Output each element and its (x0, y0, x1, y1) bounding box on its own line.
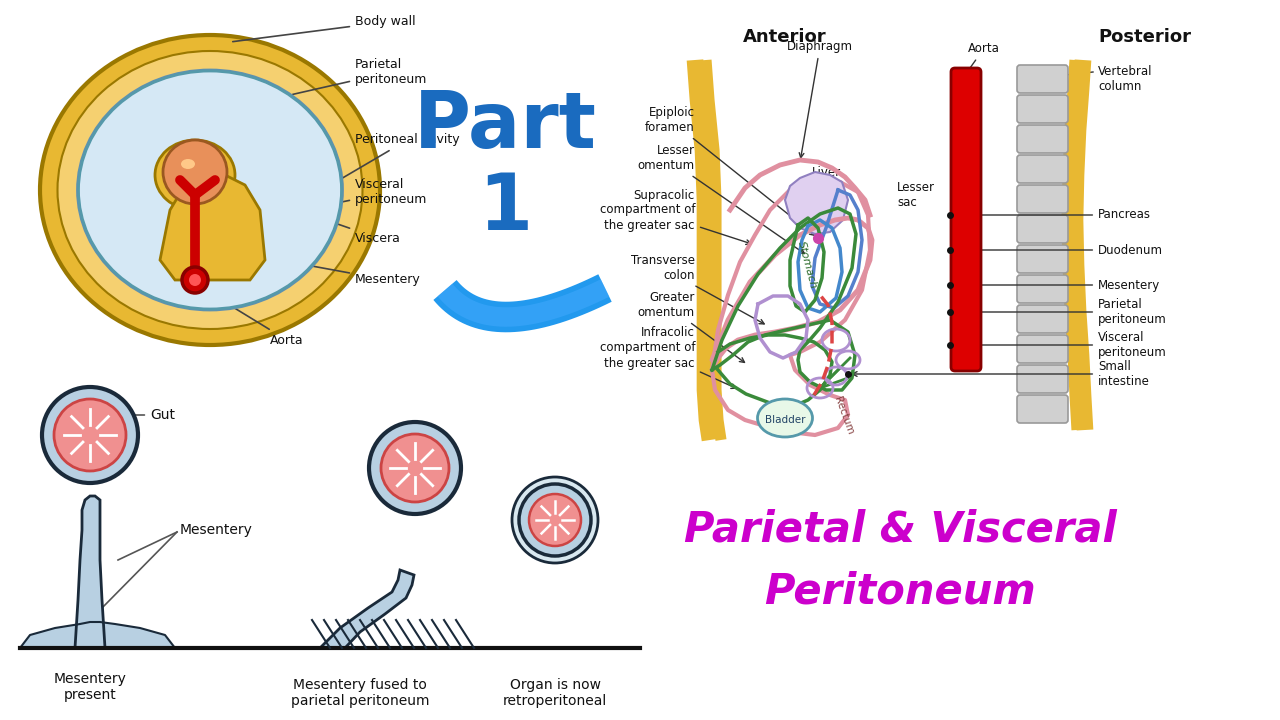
FancyBboxPatch shape (1018, 335, 1068, 363)
Text: Peritoneum: Peritoneum (764, 571, 1036, 613)
Text: Vertebral
column: Vertebral column (1098, 65, 1152, 93)
Polygon shape (160, 170, 265, 280)
Text: Duodenum: Duodenum (955, 243, 1164, 256)
Text: Mesentery fused to
parietal peritoneum: Mesentery fused to parietal peritoneum (291, 678, 429, 708)
Ellipse shape (78, 70, 343, 310)
Ellipse shape (180, 159, 195, 169)
FancyBboxPatch shape (1018, 155, 1068, 183)
Text: Infracolic
compartment of
the greater sac: Infracolic compartment of the greater sa… (599, 326, 736, 388)
Text: Supracolic
compartment of
the greater sac: Supracolic compartment of the greater sa… (599, 189, 751, 245)
Text: Gut: Gut (128, 408, 175, 422)
Circle shape (381, 434, 449, 502)
Text: 1: 1 (477, 170, 532, 246)
Text: Pancreas: Pancreas (955, 209, 1151, 222)
Text: Lesser
omentum: Lesser omentum (637, 144, 804, 253)
Text: Viscera: Viscera (228, 186, 401, 245)
Polygon shape (785, 172, 849, 234)
Text: Bladder: Bladder (764, 415, 805, 425)
Text: Parietal
peritoneum: Parietal peritoneum (293, 58, 428, 94)
Ellipse shape (58, 51, 362, 329)
FancyBboxPatch shape (1018, 245, 1068, 273)
Text: Lesser
sac: Lesser sac (897, 181, 934, 209)
Text: Epiploic
foramen: Epiploic foramen (645, 106, 814, 235)
Text: Body wall: Body wall (233, 16, 416, 42)
Ellipse shape (758, 399, 813, 437)
Circle shape (369, 422, 461, 514)
Text: Diaphragm: Diaphragm (787, 40, 852, 158)
Text: Anterior: Anterior (744, 28, 827, 46)
Text: Transverse
colon: Transverse colon (631, 254, 764, 324)
Circle shape (512, 477, 598, 563)
FancyBboxPatch shape (1018, 305, 1068, 333)
Circle shape (518, 484, 591, 556)
Text: Liver: Liver (812, 166, 841, 179)
FancyBboxPatch shape (1018, 65, 1068, 93)
FancyBboxPatch shape (675, 45, 1125, 445)
Text: Parietal
peritoneum: Parietal peritoneum (955, 298, 1167, 326)
Circle shape (54, 399, 125, 471)
Text: Organ is now
retroperitoneal: Organ is now retroperitoneal (503, 678, 607, 708)
Polygon shape (76, 496, 105, 648)
Text: Mesentery
present: Mesentery present (54, 672, 127, 702)
Text: Mesentery: Mesentery (255, 256, 421, 287)
Polygon shape (20, 622, 175, 648)
Circle shape (529, 494, 581, 546)
Ellipse shape (155, 140, 236, 210)
Text: Parietal & Visceral: Parietal & Visceral (684, 509, 1116, 551)
Text: Peritoneal cavity: Peritoneal cavity (307, 133, 460, 199)
Text: Mesentery: Mesentery (955, 279, 1160, 292)
Text: Visceral
peritoneum: Visceral peritoneum (255, 178, 428, 220)
Text: Part: Part (413, 88, 596, 164)
Text: Greater
omentum: Greater omentum (637, 291, 745, 362)
Circle shape (189, 274, 201, 286)
FancyBboxPatch shape (951, 68, 980, 371)
Text: Small
intestine: Small intestine (852, 360, 1149, 388)
Ellipse shape (40, 35, 380, 345)
Circle shape (42, 387, 138, 483)
Text: Visceral
peritoneum: Visceral peritoneum (955, 331, 1167, 359)
Text: Mesentery: Mesentery (180, 523, 253, 537)
FancyBboxPatch shape (1018, 125, 1068, 153)
Text: Stomach: Stomach (796, 240, 818, 290)
FancyBboxPatch shape (1018, 365, 1068, 393)
Text: Aorta: Aorta (963, 42, 1000, 78)
FancyBboxPatch shape (1018, 185, 1068, 213)
FancyBboxPatch shape (1018, 275, 1068, 303)
FancyBboxPatch shape (1018, 395, 1068, 423)
FancyBboxPatch shape (1018, 215, 1068, 243)
Text: Rectum: Rectum (832, 395, 855, 436)
Circle shape (182, 267, 207, 293)
Text: Aorta: Aorta (207, 292, 303, 346)
Text: Posterior: Posterior (1098, 28, 1192, 46)
FancyBboxPatch shape (1018, 95, 1068, 123)
Circle shape (163, 140, 227, 204)
Polygon shape (320, 570, 413, 648)
